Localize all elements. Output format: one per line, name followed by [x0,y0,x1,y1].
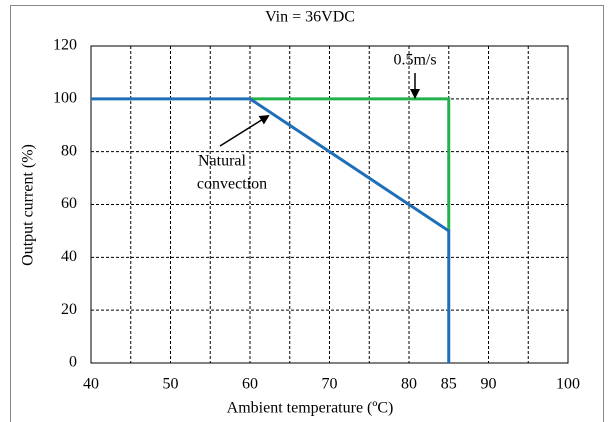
annotation-arrow [219,114,270,147]
x-tick-label: 50 [163,376,179,393]
chart-title: Vin = 36VDC [265,9,355,26]
annotation: Natural [198,153,247,170]
x-tick-label: 70 [322,376,338,393]
annotation: convection [197,176,267,193]
x-tick-label: 80 [401,376,417,393]
x-tick-label: 60 [242,376,258,393]
x-axis-label: Ambient temperature (ºC) [227,400,394,417]
y-tick-label: 0 [69,354,77,371]
plot-border [90,45,569,364]
frame [10,5,604,422]
y-tick-label: 100 [53,90,77,107]
y-tick-label: 60 [61,195,77,212]
x-tick-label: 40 [83,376,99,393]
x-tick-label: 90 [481,376,497,393]
annotation: 0.5m/s [393,52,436,69]
x-tick-label: 100 [556,376,580,393]
line-series [91,97,451,363]
line-series [250,97,451,231]
y-tick-label: 80 [61,142,77,159]
y-tick-label: 120 [53,37,77,54]
y-tick-label: 20 [61,301,77,318]
y-tick-label: 40 [61,248,77,265]
x-tick-label: 85 [441,376,457,393]
y-axis-label: Output current (%) [20,144,37,266]
